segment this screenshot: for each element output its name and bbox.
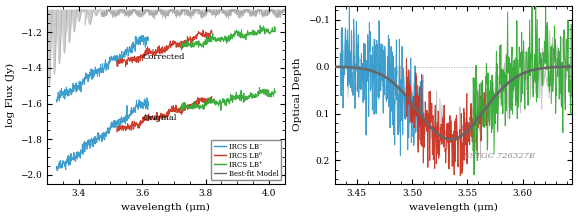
X-axis label: wavelength (μm): wavelength (μm) — [121, 203, 210, 213]
Text: SSTGC 726327E: SSTGC 726327E — [464, 152, 535, 160]
Y-axis label: log Flux (Jy): log Flux (Jy) — [6, 63, 14, 127]
Legend: IRCS LB⁻, IRCS LB⁰, IRCS LB⁺, Best-fit Model: IRCS LB⁻, IRCS LB⁰, IRCS LB⁺, Best-fit M… — [211, 140, 281, 181]
X-axis label: wavelength (μm): wavelength (μm) — [409, 203, 498, 213]
Y-axis label: Optical Depth: Optical Depth — [293, 58, 302, 131]
Text: Corrected: Corrected — [142, 53, 184, 61]
Text: Original: Original — [142, 114, 177, 122]
